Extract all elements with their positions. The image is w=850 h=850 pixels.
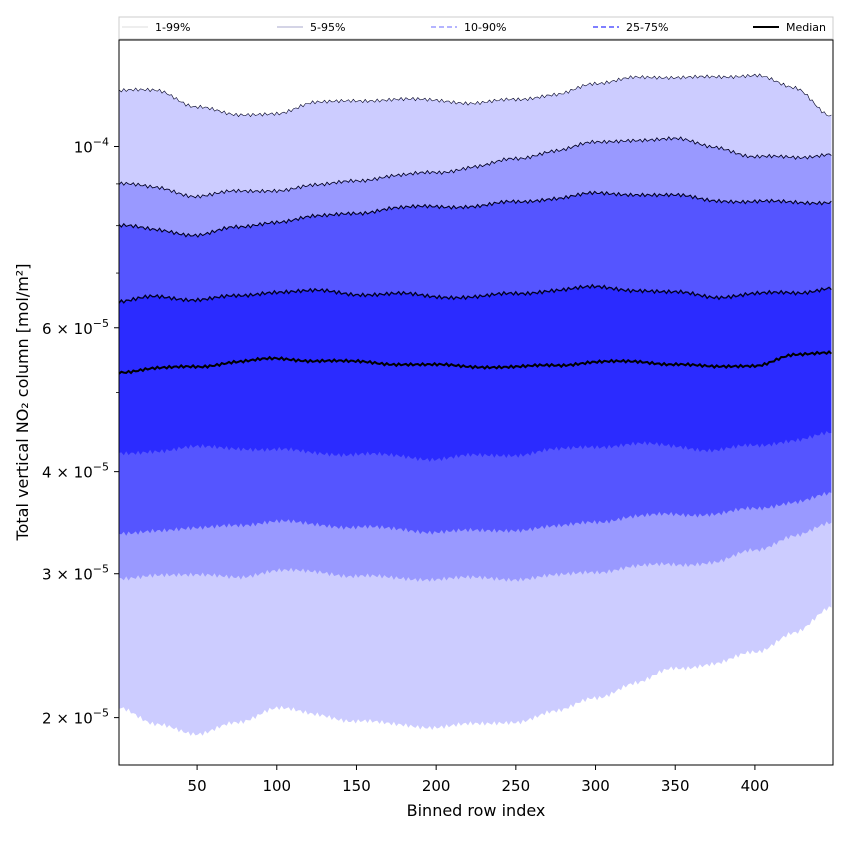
x-tick-label: 250 [502,777,531,795]
band-25-75% [119,284,832,462]
x-tick-label: 50 [188,777,207,795]
x-tick-label: 300 [581,777,610,795]
y-axis: 10−4 6 × 10−5 4 × 10−5 3 × 10−5 2 × 10−5 [42,135,119,728]
legend-label-10-90%: 10-90% [464,21,506,34]
y-tick-label: 3 × 10−5 [42,563,109,584]
x-tick-label: 100 [262,777,291,795]
y-tick-label: 6 × 10−5 [42,317,109,338]
median-layer [118,350,833,375]
x-axis: 50 100 150 200 250 300 350 400 [188,765,770,795]
y-tick-label: 10−4 [74,135,109,156]
legend: 1-99% 5-95% 10-90% 25-75% Median [118,16,834,40]
plot-frame [118,39,834,766]
median-line [118,350,833,375]
legend-label-1-99%: 1-99% [155,21,190,34]
y-axis-label: Total vertical NO₂ column [mol/m²] [13,264,32,542]
legend-frame [118,16,834,40]
x-tick-label: 350 [661,777,690,795]
x-tick-label: 200 [422,777,451,795]
legend-label-Median: Median [786,21,826,34]
legend-label-5-95%: 5-95% [310,21,345,34]
band-upper-edge-5-95% [118,136,832,199]
x-tick-label: 400 [741,777,770,795]
y-tick-label: 4 × 10−5 [42,461,109,482]
x-tick-label: 150 [342,777,371,795]
x-axis-label: Binned row index [407,801,546,820]
band-upper-edge-25-75% [118,283,832,304]
band-upper-edge-1-99% [118,73,832,118]
percentile-bands [118,73,832,736]
y-tick-label: 2 × 10−5 [42,707,109,728]
band-upper-edge-10-90% [118,190,832,238]
legend-label-25-75%: 25-75% [626,21,668,34]
